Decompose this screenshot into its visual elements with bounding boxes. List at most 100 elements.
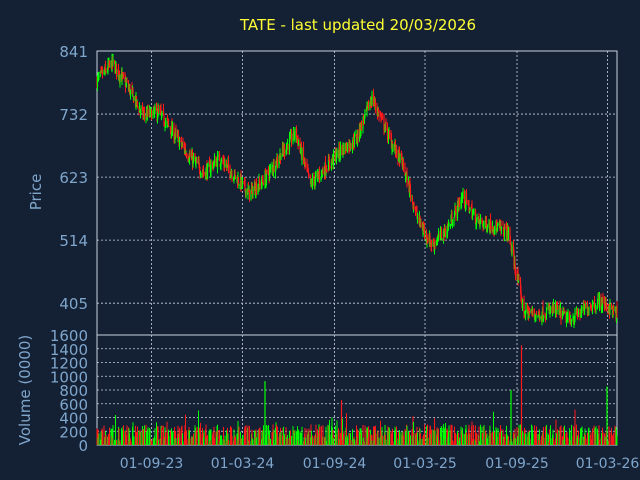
candle-body xyxy=(140,107,142,111)
candle-body xyxy=(213,158,216,163)
candle-body xyxy=(133,97,135,101)
candle-body xyxy=(167,121,170,124)
date-x-axis: 01-09-23 01-03-24 01-09-24 01-03-25 01-09-25… xyxy=(120,456,640,472)
candle-body xyxy=(163,116,165,124)
date-tick-label: 01-03-24 xyxy=(211,456,275,472)
candle-body xyxy=(304,164,307,166)
volume-tick-label: 1400 xyxy=(50,341,88,359)
candle-body xyxy=(402,159,405,168)
candle-body xyxy=(458,201,461,207)
candle-body xyxy=(250,189,252,201)
candle-body xyxy=(295,127,298,140)
candle-body xyxy=(374,102,377,108)
candle-body xyxy=(195,161,197,163)
candle-body xyxy=(164,122,167,125)
candle-body xyxy=(327,159,330,171)
volume-tick-label: 200 xyxy=(59,423,88,441)
candle-body xyxy=(468,211,471,213)
candle-body xyxy=(155,105,158,111)
candle-body xyxy=(171,124,174,134)
candle-body xyxy=(350,144,352,148)
candle-body xyxy=(448,222,450,227)
candle-body xyxy=(210,164,212,172)
candle-body xyxy=(533,311,536,315)
candle-body xyxy=(545,310,548,317)
candle-body xyxy=(199,174,202,176)
candle-body xyxy=(474,211,477,224)
candle-body xyxy=(202,170,205,173)
candle-body xyxy=(147,109,149,114)
candle-body xyxy=(100,68,103,71)
candle-body xyxy=(581,307,583,309)
candle-body xyxy=(584,306,587,308)
candle-body xyxy=(177,134,180,136)
candle-body xyxy=(311,178,314,188)
candle-body xyxy=(196,159,198,164)
price-y-axis: 841 732 623 514 405 xyxy=(59,43,88,313)
candle-body xyxy=(406,170,408,186)
candle-body xyxy=(254,184,256,195)
candle-body xyxy=(546,307,548,309)
date-tick-label: 01-03-25 xyxy=(393,456,457,472)
candle-body xyxy=(166,118,169,122)
candle-body xyxy=(139,109,141,111)
candle-body xyxy=(160,108,162,113)
candle-body xyxy=(189,152,191,157)
candle-body xyxy=(395,145,398,154)
candle-body xyxy=(163,124,166,126)
candle-body xyxy=(517,278,520,283)
candle-body xyxy=(248,187,250,191)
candle-body xyxy=(364,110,366,113)
candle-body xyxy=(302,146,305,159)
candle-body xyxy=(290,133,293,142)
candle-body xyxy=(322,170,324,174)
candle-body xyxy=(496,225,499,231)
candle-body xyxy=(181,145,183,147)
candle-body xyxy=(468,204,470,211)
candle-body xyxy=(595,307,597,310)
price-panel: 841 732 623 514 405 Price xyxy=(27,43,618,336)
volume-tick-label: 800 xyxy=(59,382,88,400)
candle-body xyxy=(372,92,375,105)
candle-body xyxy=(168,126,170,128)
volume-tick-label: 1000 xyxy=(50,368,88,386)
candle-body xyxy=(278,160,280,166)
candle-body xyxy=(460,197,463,203)
candle-body xyxy=(436,238,439,240)
candle-body xyxy=(465,193,468,204)
candle-body xyxy=(387,131,390,141)
candle-body xyxy=(409,188,412,197)
candle-body xyxy=(150,111,153,120)
candle-body xyxy=(119,74,121,83)
candle-body xyxy=(314,176,317,184)
candle-body xyxy=(469,207,471,211)
candle-body xyxy=(297,142,300,146)
candle-body xyxy=(234,171,236,174)
price-tick-label: 405 xyxy=(59,295,88,313)
candle-body xyxy=(567,313,569,321)
candle-body xyxy=(343,143,345,155)
candle-body xyxy=(157,108,160,110)
price-y-axis-label: Price xyxy=(27,174,45,211)
candle-body xyxy=(185,155,188,157)
candle-body xyxy=(401,157,403,162)
candle-body xyxy=(524,312,527,319)
candle-body xyxy=(514,261,516,270)
candle-body xyxy=(500,227,503,230)
price-tick-label: 732 xyxy=(59,106,88,124)
candle-body xyxy=(308,173,310,176)
candle-body xyxy=(274,168,277,173)
candle-body xyxy=(357,134,359,139)
candle-body xyxy=(288,137,291,150)
candle-body xyxy=(560,310,562,321)
candle-body xyxy=(514,266,517,276)
candle-body xyxy=(612,305,615,311)
date-tick-label: 01-09-25 xyxy=(485,456,549,472)
candle-body xyxy=(437,233,440,238)
candle-body xyxy=(217,155,219,157)
candle-body xyxy=(335,157,338,160)
candle-body xyxy=(483,223,485,225)
candle-body xyxy=(486,227,489,229)
